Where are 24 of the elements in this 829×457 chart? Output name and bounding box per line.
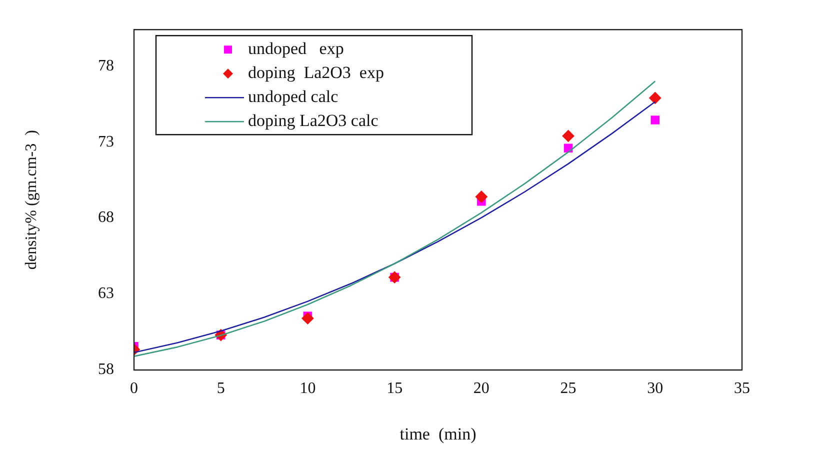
point [302,312,314,324]
point [475,190,488,203]
x-tick-label: 0 [130,380,138,397]
x-tick-label: 20 [473,380,490,397]
x-tick-label: 35 [734,380,750,397]
x-tick-label: 15 [386,380,403,397]
y-tick-label: 58 [98,361,114,378]
y-tick-label: 78 [98,57,114,74]
legend-label: doping La2O3 exp [248,63,384,82]
point [649,92,662,104]
point [562,130,574,142]
legend-label: undoped exp [248,39,344,58]
legend-label: doping La2O3 calc [248,111,379,130]
y-axis-title: density% (gm.cm-3 ) [22,130,40,270]
x-tick-label: 10 [300,380,316,397]
y-tick-label: 68 [98,209,114,226]
point [650,116,660,124]
y-tick-label: 73 [98,133,114,150]
x-tick-label: 25 [560,380,576,397]
y-tick-label: 63 [98,285,114,302]
x-tick-label: 5 [216,380,225,397]
legend-label: undoped calc [248,87,339,106]
x-tick-label: 30 [647,380,664,397]
x-axis-title: time (min) [400,424,476,444]
